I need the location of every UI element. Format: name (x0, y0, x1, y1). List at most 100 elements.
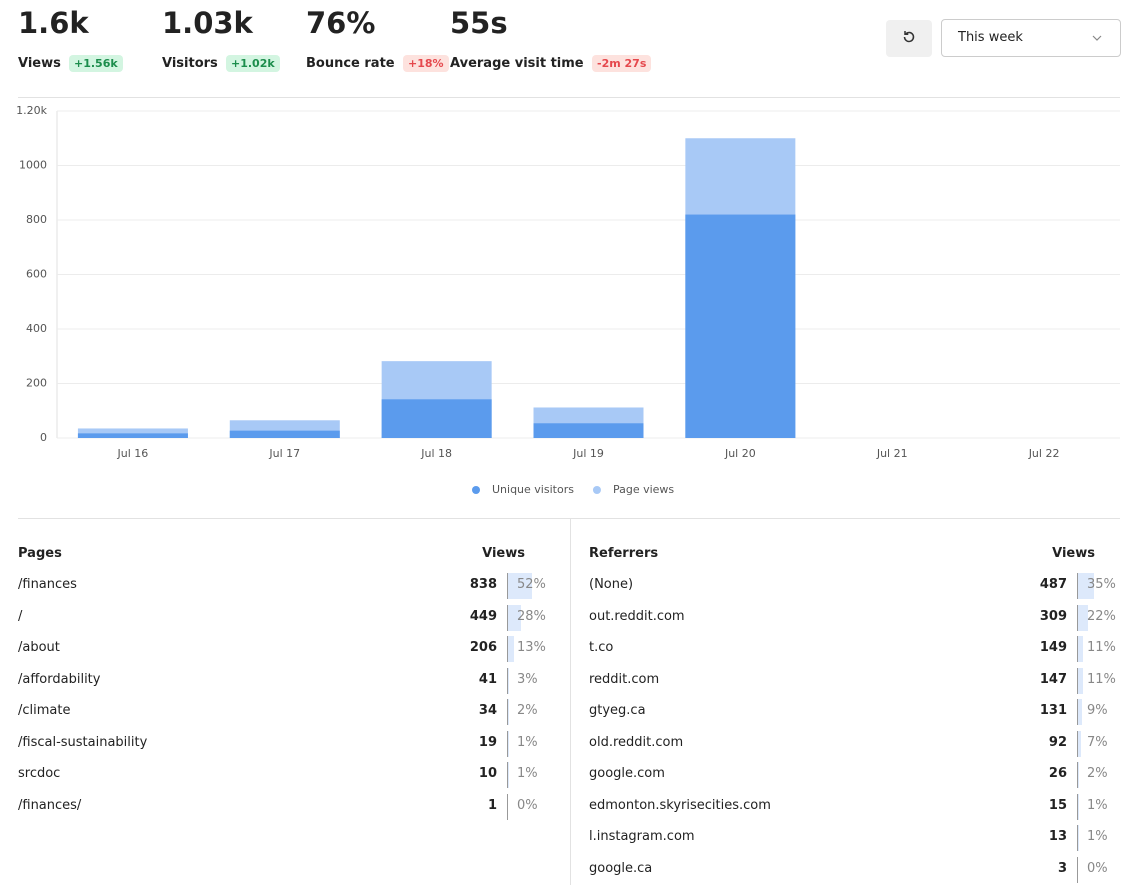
row-views: 15 (1048, 797, 1067, 813)
reset-icon (903, 31, 915, 43)
metric-value: 1.6k (18, 6, 89, 40)
share-bar (508, 636, 514, 662)
row-share: 7% (1087, 734, 1108, 750)
row-share: 35% (1087, 577, 1116, 592)
y-tick-label: 800 (26, 213, 47, 226)
row-views: 147 (1039, 671, 1067, 687)
row-name: google.com (589, 766, 665, 781)
row-views: 41 (478, 671, 497, 687)
table-title: Pages (18, 546, 62, 561)
row-name: /climate (18, 703, 71, 718)
y-tick-label: 1.20k (16, 104, 47, 117)
row-views: 92 (1048, 734, 1067, 750)
chevron-icon (1092, 35, 1102, 41)
row-name: /affordability (18, 671, 101, 687)
metric-label: Views (18, 56, 61, 71)
share-axis (1077, 730, 1078, 757)
share-bar (508, 573, 532, 599)
bar (533, 423, 644, 438)
y-tick-label: 1000 (19, 159, 47, 172)
share-axis (507, 667, 508, 694)
share-axis (1077, 793, 1078, 820)
row-views: 13 (1048, 829, 1067, 844)
row-views: 3 (1057, 860, 1067, 876)
row-share: 1% (517, 734, 538, 750)
x-tick-label: Jul 22 (1028, 447, 1060, 460)
legend-label: Page views (613, 483, 674, 496)
row-name: old.reddit.com (589, 734, 684, 750)
share-axis (507, 793, 508, 820)
metric-value: 1.03k (162, 6, 253, 40)
row-views: 838 (469, 577, 497, 592)
divider (18, 97, 1120, 98)
share-bar (1078, 699, 1083, 725)
share-axis (507, 730, 508, 757)
reset-button[interactable] (886, 20, 932, 57)
legend-label: Unique visitors (492, 483, 574, 496)
bar (77, 428, 188, 438)
bar (685, 214, 796, 438)
metric-value: 55s (450, 6, 508, 40)
y-tick-label: 400 (26, 322, 47, 335)
row-name: / (18, 608, 23, 624)
row-share: 1% (1087, 797, 1108, 813)
row-share: 2% (1087, 766, 1108, 781)
share-bar (1078, 573, 1095, 599)
metric-label: Bounce rate (306, 56, 395, 71)
row-share: 11% (1087, 640, 1116, 655)
row-name: gtyeg.ca (589, 703, 646, 718)
row-name: l.instagram.com (589, 829, 695, 844)
share-axis (1077, 825, 1078, 851)
column-header: Views (482, 546, 525, 561)
row-views: 26 (1048, 766, 1067, 781)
row-name: srcdoc (18, 766, 61, 781)
metric-change: +1.56k (69, 55, 123, 72)
share-bar (1078, 762, 1079, 788)
row-views: 19 (478, 734, 497, 750)
share-bar (1078, 730, 1082, 757)
row-share: 0% (517, 797, 538, 813)
table-title: Referrers (589, 546, 659, 561)
row-name: google.ca (589, 860, 653, 876)
share-axis (507, 762, 508, 788)
row-views: 1 (487, 797, 497, 813)
share-bar (1078, 636, 1084, 662)
row-share: 1% (1087, 829, 1108, 844)
date-range-label: This week (958, 30, 1023, 45)
row-share: 9% (1087, 703, 1108, 718)
divider (18, 518, 1120, 519)
row-share: 52% (517, 577, 546, 592)
row-name: reddit.com (589, 671, 660, 687)
row-views: 149 (1039, 640, 1067, 655)
row-name: /about (18, 640, 60, 655)
share-axis (507, 604, 508, 631)
y-tick-label: 0 (40, 431, 47, 444)
row-name: out.reddit.com (589, 608, 685, 624)
row-share: 0% (1087, 860, 1108, 876)
share-bar (508, 604, 521, 631)
metric-change: -2m 27s (592, 55, 652, 72)
x-tick-label: Jul 17 (268, 447, 300, 460)
row-views: 487 (1039, 577, 1067, 592)
row-share: 22% (1087, 608, 1116, 624)
share-axis (1077, 762, 1078, 788)
date-range-select[interactable]: This week (941, 19, 1121, 57)
row-share: 11% (1087, 671, 1116, 687)
metric-change: +1.02k (226, 55, 280, 72)
row-views: 206 (469, 640, 497, 655)
share-bar (1078, 667, 1084, 694)
share-axis (507, 573, 508, 599)
share-axis (1077, 699, 1078, 725)
row-name: (None) (589, 577, 634, 592)
row-views: 449 (469, 608, 497, 624)
row-share: 13% (517, 640, 546, 655)
y-tick-label: 600 (26, 268, 47, 281)
y-tick-label: 200 (26, 377, 47, 390)
legend-swatch (472, 486, 480, 494)
row-name: /finances/ (18, 797, 82, 813)
metric-change: +18% (403, 55, 449, 72)
chart: 0 200 400 600 800 1000 1.20k Jul 16 Jul 17 Jul 18… (16, 104, 1120, 496)
share-axis (1077, 856, 1078, 883)
column-header: Views (1052, 546, 1095, 561)
